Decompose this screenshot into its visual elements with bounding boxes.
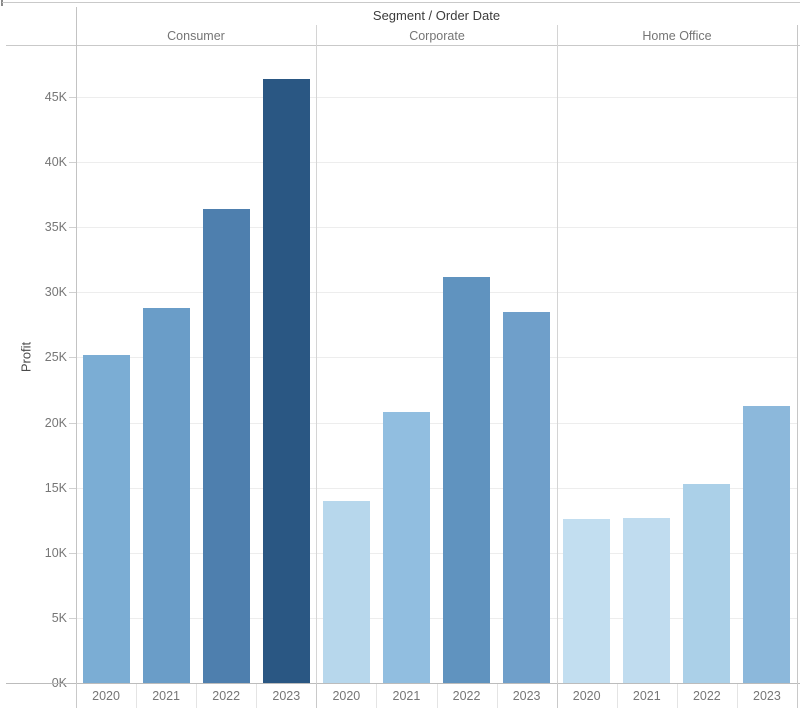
y-tick-label-25K: 25K (44, 350, 67, 365)
y-tick-mark-25K (69, 357, 76, 359)
bar-home-office-2020[interactable] (563, 519, 610, 683)
panel-divider-2 (557, 25, 558, 683)
bar-consumer-2022[interactable] (203, 209, 250, 683)
y-gridline-40K (77, 162, 797, 164)
column-header-corporate[interactable]: Corporate (409, 29, 465, 43)
x-year-label-home-office-2020[interactable]: 2020 (572, 689, 601, 703)
x-year-label-corporate-2022[interactable]: 2022 (452, 689, 481, 703)
bar-home-office-2022[interactable] (683, 484, 730, 683)
bar-consumer-2020[interactable] (83, 355, 130, 683)
y-tick-mark-5K (69, 617, 76, 619)
x-year-label-consumer-2020[interactable]: 2020 (92, 689, 120, 703)
y-tick-mark-40K (69, 162, 76, 164)
y-tick-mark-35K (69, 227, 76, 229)
x-year-separator (617, 684, 618, 708)
plot-area (76, 45, 797, 683)
y-gridline-25K (77, 357, 797, 359)
y-tick-mark-20K (69, 422, 76, 424)
y-gridline-20K (77, 422, 797, 424)
bar-corporate-2021[interactable] (383, 412, 430, 683)
x-year-label-corporate-2021[interactable]: 2021 (392, 689, 421, 703)
y-tick-label-45K: 45K (44, 90, 67, 105)
bar-home-office-2021[interactable] (623, 518, 670, 683)
y-tick-label-20K: 20K (44, 415, 67, 430)
y-tick-label-30K: 30K (44, 285, 67, 300)
x-year-separator (497, 684, 498, 708)
y-tick-label-5K: 5K (51, 610, 67, 625)
x-year-label-home-office-2021[interactable]: 2021 (632, 689, 661, 703)
panel-boundary-bottom-1 (316, 683, 317, 708)
bar-corporate-2023[interactable] (503, 312, 550, 683)
bar-consumer-2021[interactable] (143, 308, 190, 683)
y-gridline-45K (77, 97, 797, 99)
x-year-label-corporate-2020[interactable]: 2020 (332, 689, 361, 703)
x-year-separator (376, 684, 377, 708)
x-year-label-home-office-2023[interactable]: 2023 (753, 689, 781, 703)
y-gridline-30K (77, 292, 797, 294)
y-gridline-10K (77, 552, 797, 554)
x-year-label-consumer-2021[interactable]: 2021 (152, 689, 181, 703)
chart-title: Segment / Order Date (372, 8, 501, 23)
x-year-separator (677, 684, 678, 708)
column-header-consumer[interactable]: Consumer (167, 29, 225, 43)
top-border-line (2, 2, 800, 3)
x-year-separator (196, 684, 197, 708)
x-year-label-consumer-2022[interactable]: 2022 (212, 689, 241, 703)
bar-corporate-2020[interactable] (323, 501, 370, 683)
y-axis-line (76, 7, 77, 708)
top-left-corner-mark (1, 0, 3, 6)
y-tick-mark-10K (69, 552, 76, 554)
chart-right-border (797, 25, 798, 683)
header-underline (6, 45, 800, 46)
y-tick-mark-15K (69, 487, 76, 489)
x-year-label-home-office-2022[interactable]: 2022 (692, 689, 721, 703)
panel-divider-1 (316, 25, 317, 683)
x-year-label-consumer-2023[interactable]: 2023 (272, 689, 301, 703)
y-tick-mark-45K (69, 97, 76, 99)
y-tick-label-35K: 35K (44, 220, 67, 235)
panel-boundary-bottom-2 (557, 683, 558, 708)
x-year-label-corporate-2023[interactable]: 2023 (512, 689, 541, 703)
x-year-separator (136, 684, 137, 708)
column-header-home-office[interactable]: Home Office (642, 29, 712, 43)
y-gridline-35K (77, 227, 797, 229)
x-year-separator (737, 684, 738, 708)
panel-boundary-bottom-right (797, 683, 798, 708)
y-gridline-15K (77, 487, 797, 489)
y-tick-mark-30K (69, 292, 76, 294)
panel-boundary-bottom-0 (76, 683, 77, 708)
x-year-separator (256, 684, 257, 708)
bar-corporate-2022[interactable] (443, 277, 490, 683)
x-axis-baseline (6, 683, 800, 684)
y-tick-label-10K: 10K (44, 545, 67, 560)
bar-home-office-2023[interactable] (743, 406, 790, 683)
y-gridline-5K (77, 617, 797, 619)
y-tick-label-40K: 40K (44, 155, 67, 170)
x-year-separator (437, 684, 438, 708)
bar-consumer-2023[interactable] (263, 79, 310, 683)
y-tick-label-15K: 15K (44, 480, 67, 495)
